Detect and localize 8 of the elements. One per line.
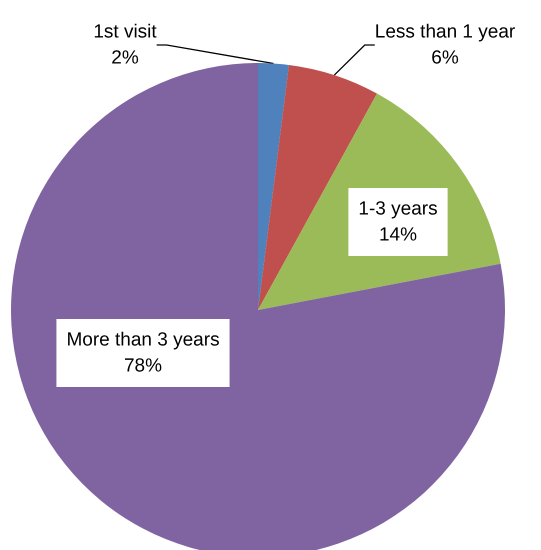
slice-label: More than 3 years [66, 330, 220, 350]
data-label: 14% [378, 224, 418, 246]
data-label: 2% [111, 48, 139, 68]
slice-label: Less than 1 year [374, 22, 516, 42]
data-label: 78% [124, 356, 162, 376]
slice-label: 1st visit [93, 22, 158, 42]
slice-label: 1-3 years [358, 198, 438, 220]
data-label: 6% [431, 48, 459, 68]
